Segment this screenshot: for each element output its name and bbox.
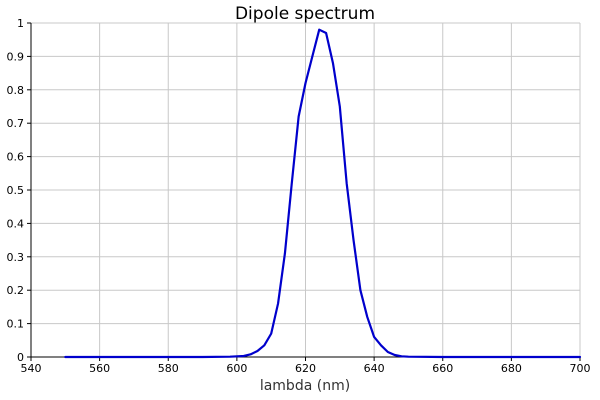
series-group (64, 28, 582, 359)
x-tick-label-2: 580 (158, 362, 179, 375)
x-tick-label-1: 560 (89, 362, 110, 375)
y-tick-label-9: 0.9 (7, 50, 25, 63)
x-tick-label-3: 600 (226, 362, 247, 375)
x-tick-label-8: 700 (570, 362, 591, 375)
y-tick-label-1: 0.1 (7, 318, 25, 331)
y-tick-label-5: 0.5 (7, 184, 25, 197)
chart-title: Dipole spectrum (235, 4, 375, 24)
y-tick-label-6: 0.6 (7, 151, 25, 164)
x-ticks: 540 560 580 600 620 640 660 680 700 (21, 357, 591, 375)
y-ticks: 0 0.1 0.2 0.3 0.4 0.5 0.6 0.7 0.8 0.9 1 (7, 17, 31, 364)
y-tick-label-8: 0.8 (7, 84, 25, 97)
y-tick-label-3: 0.3 (7, 251, 25, 264)
x-tick-label-4: 620 (295, 362, 316, 375)
series-line-0 (64, 28, 582, 359)
y-tick-label-4: 0.4 (7, 217, 25, 230)
y-tick-label-0: 0 (17, 351, 24, 364)
x-tick-label-6: 660 (432, 362, 453, 375)
x-tick-label-5: 640 (364, 362, 385, 375)
x-axis-label: lambda (nm) (260, 378, 350, 394)
y-tick-label-2: 0.2 (7, 284, 25, 297)
grid (31, 22, 581, 357)
y-tick-label-10: 1 (17, 17, 24, 30)
y-tick-label-7: 0.7 (7, 117, 25, 130)
x-tick-label-0: 540 (21, 362, 42, 375)
x-tick-label-7: 680 (501, 362, 522, 375)
